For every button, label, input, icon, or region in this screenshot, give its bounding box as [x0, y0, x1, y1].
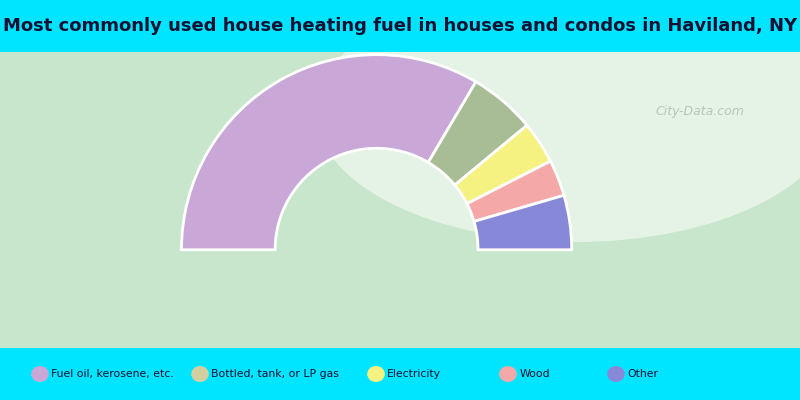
Text: Most commonly used house heating fuel in houses and condos in Haviland, NY: Most commonly used house heating fuel in… — [3, 17, 797, 35]
Text: Wood: Wood — [519, 369, 550, 379]
Bar — [0, 348, 800, 400]
Wedge shape — [182, 55, 476, 250]
Ellipse shape — [31, 366, 49, 382]
Wedge shape — [474, 195, 572, 250]
Text: Other: Other — [627, 369, 658, 379]
Text: Bottled, tank, or LP gas: Bottled, tank, or LP gas — [211, 369, 339, 379]
Wedge shape — [428, 82, 527, 185]
Wedge shape — [454, 125, 550, 204]
Wedge shape — [467, 161, 564, 222]
Ellipse shape — [607, 366, 625, 382]
Bar — [0, 52, 800, 348]
Ellipse shape — [367, 366, 385, 382]
Ellipse shape — [191, 366, 209, 382]
Ellipse shape — [499, 366, 517, 382]
Text: Electricity: Electricity — [387, 369, 442, 379]
Bar — [0, 0, 800, 52]
Text: City-Data.com: City-Data.com — [655, 106, 745, 118]
Text: Fuel oil, kerosene, etc.: Fuel oil, kerosene, etc. — [51, 369, 174, 379]
Ellipse shape — [316, 0, 800, 242]
